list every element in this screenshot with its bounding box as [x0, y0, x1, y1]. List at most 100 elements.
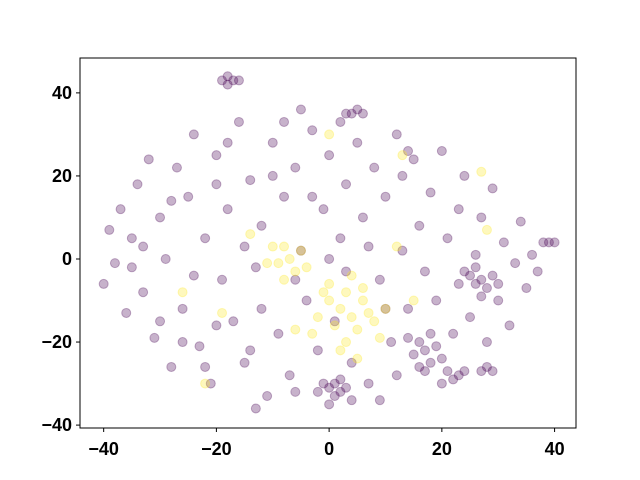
scatter-point — [425, 187, 436, 198]
scatter-point — [363, 378, 374, 389]
scatter-point — [476, 291, 487, 302]
scatter-point — [380, 303, 391, 314]
scatter-point — [414, 361, 425, 372]
scatter-point — [233, 116, 244, 127]
scatter-point — [307, 328, 318, 339]
scatter-point — [290, 386, 301, 397]
scatter-point — [442, 366, 453, 377]
scatter-point — [160, 253, 171, 264]
scatter-point — [312, 312, 323, 323]
scatter-point — [324, 253, 335, 264]
scatter-point — [329, 378, 340, 389]
scatter-point — [284, 253, 295, 264]
scatter-point — [177, 337, 188, 348]
scatter-point — [273, 328, 284, 339]
scatter-point — [126, 262, 137, 273]
scatter-point — [290, 274, 301, 285]
scatter-point — [374, 274, 385, 285]
scatter-point — [256, 303, 267, 314]
scatter-point — [436, 146, 447, 157]
scatter-point — [403, 332, 414, 343]
scatter-point — [138, 287, 149, 298]
scatter-point — [453, 204, 464, 215]
scatter-point — [346, 108, 357, 119]
scatter-point — [493, 278, 504, 289]
scatter-point — [284, 370, 295, 381]
scatter-point — [312, 345, 323, 356]
scatter-point — [453, 278, 464, 289]
scatter-point — [352, 324, 363, 335]
scatter-point — [228, 75, 239, 86]
scatter-point — [538, 237, 549, 248]
scatter-point — [403, 303, 414, 314]
scatter-point — [397, 245, 408, 256]
scatter-point — [470, 262, 481, 273]
scatter-point — [329, 320, 340, 331]
scatter-point — [481, 337, 492, 348]
scatter-point — [335, 233, 346, 244]
scatter-point — [419, 366, 430, 377]
scatter-point — [419, 345, 430, 356]
scatter-point — [171, 162, 182, 173]
scatter-point — [470, 249, 481, 260]
scatter-point — [397, 150, 408, 161]
scatter-point — [295, 104, 306, 115]
scatter-point — [324, 399, 335, 410]
scatter-point — [335, 303, 346, 314]
scatter-point — [380, 303, 391, 314]
scatter-point — [448, 374, 459, 385]
scatter-point — [470, 278, 481, 289]
scatter-point — [442, 233, 453, 244]
scatter-point — [194, 341, 205, 352]
scatter-point — [324, 382, 335, 393]
scatter-point — [431, 341, 442, 352]
scatter-point — [222, 79, 233, 90]
scatter-point — [357, 212, 368, 223]
scatter-point — [521, 283, 532, 294]
scatter-point — [245, 345, 256, 356]
scatter-point — [476, 274, 487, 285]
scatter-point — [341, 266, 352, 277]
scatter-point — [222, 71, 233, 82]
scatter-point — [138, 241, 149, 252]
scatter-point — [245, 175, 256, 186]
scatter-point — [183, 191, 194, 202]
scatter-point — [177, 303, 188, 314]
scatter-point — [104, 224, 115, 235]
scatter-point — [256, 220, 267, 231]
scatter-point — [233, 75, 244, 86]
scatter-point — [374, 395, 385, 406]
scatter-point — [279, 116, 290, 127]
scatter-point — [459, 266, 470, 277]
scatter-point — [200, 378, 211, 389]
scatter-point — [155, 212, 166, 223]
scatter-point — [357, 283, 368, 294]
scatter-point — [126, 233, 137, 244]
scatter-point — [307, 191, 318, 202]
scatter-point — [155, 316, 166, 327]
scatter-point — [408, 295, 419, 306]
scatter-point — [476, 366, 487, 377]
scatter-point — [318, 287, 329, 298]
scatter-point — [267, 170, 278, 181]
scatter-point — [487, 183, 498, 194]
x-tick-label: 20 — [432, 439, 452, 459]
scatter-point — [295, 245, 306, 256]
scatter-point — [307, 125, 318, 136]
scatter-point — [211, 150, 222, 161]
scatter-point — [408, 349, 419, 360]
scatter-point — [115, 204, 126, 215]
scatter-point — [121, 307, 132, 318]
scatter-point — [262, 391, 273, 402]
scatter-point — [408, 154, 419, 165]
scatter-point — [352, 137, 363, 148]
scatter-point — [188, 129, 199, 140]
scatter-point — [324, 150, 335, 161]
plot-frame — [79, 57, 577, 429]
scatter-point — [414, 220, 425, 231]
scatter-point — [346, 357, 357, 368]
scatter-point — [357, 108, 368, 119]
scatter-point — [487, 270, 498, 281]
